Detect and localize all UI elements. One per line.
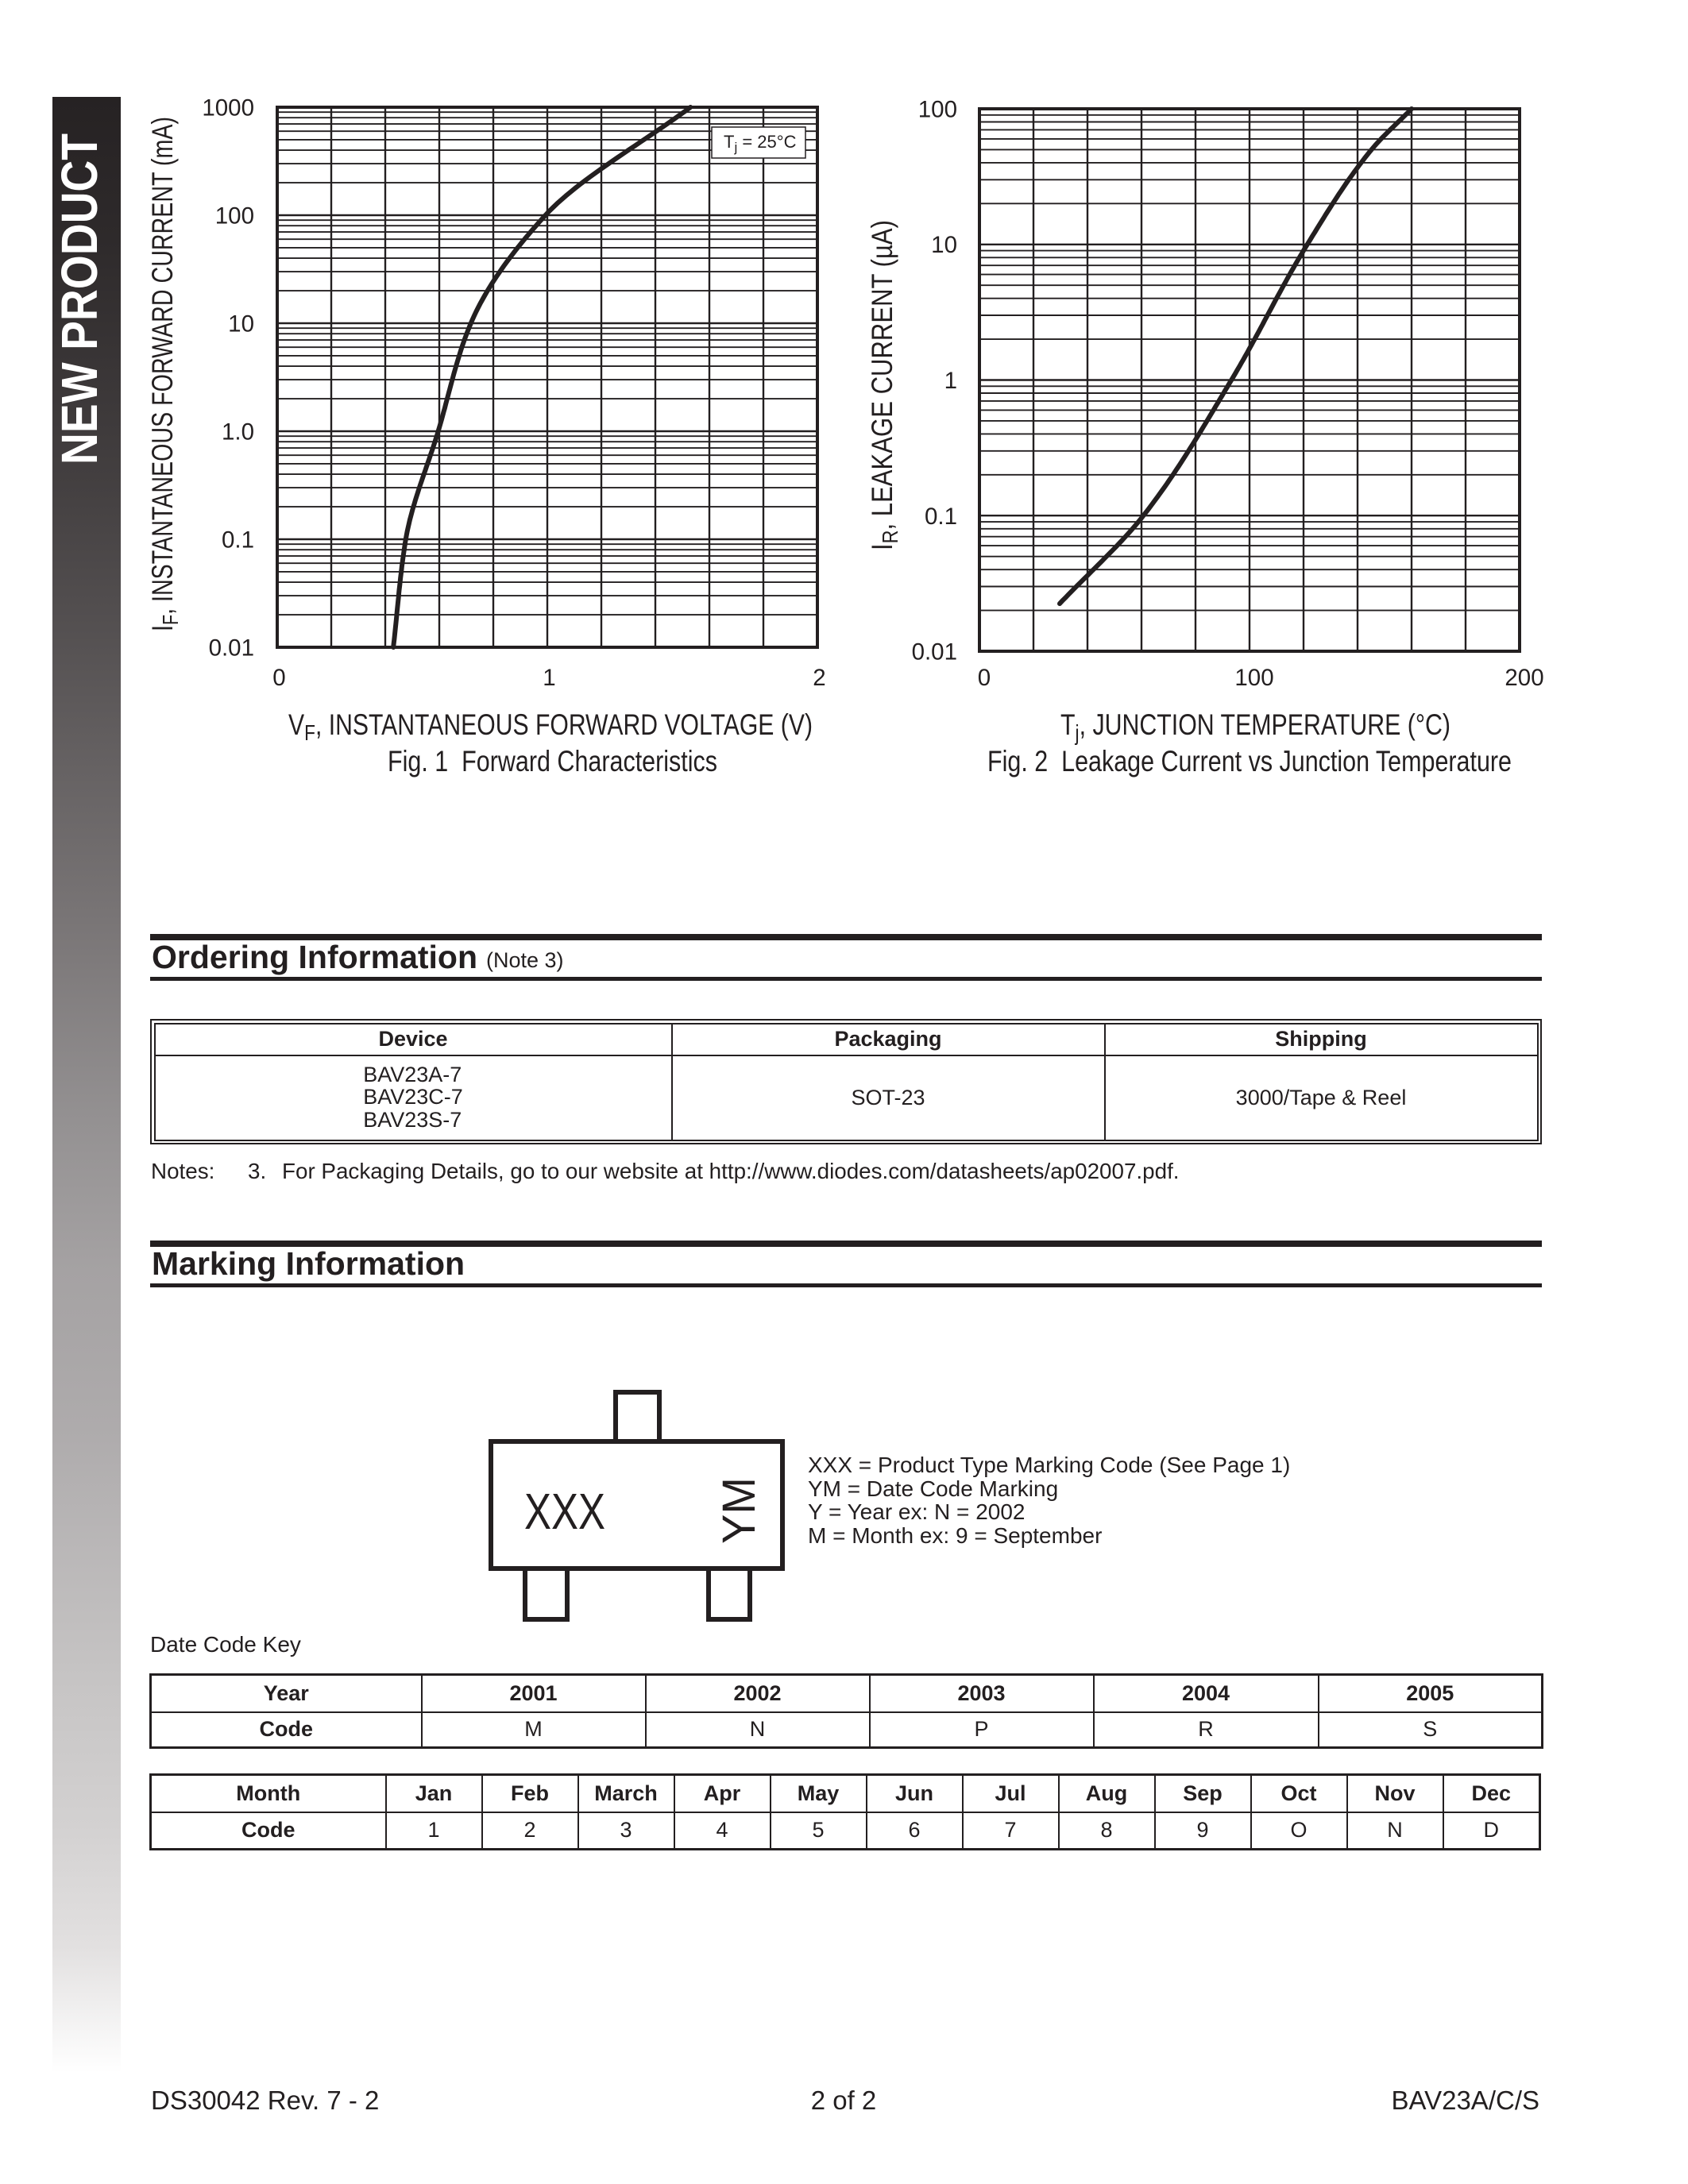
svg-text:XXX: XXX bbox=[524, 1483, 605, 1540]
svg-text:1.0: 1.0 bbox=[222, 419, 254, 446]
svg-text:10: 10 bbox=[931, 232, 957, 258]
svg-text:0.01: 0.01 bbox=[209, 635, 254, 662]
svg-text:100: 100 bbox=[918, 97, 957, 123]
svg-text:100: 100 bbox=[215, 203, 254, 230]
svg-text:200: 200 bbox=[1505, 665, 1543, 691]
svg-text:10: 10 bbox=[228, 311, 254, 338]
svg-text:0.01: 0.01 bbox=[912, 639, 957, 666]
svg-text:Tj, JUNCTION TEMPERATURE (°C): Tj, JUNCTION TEMPERATURE (°C) bbox=[1060, 708, 1450, 745]
svg-text:Tj = 25°C: Tj = 25°C bbox=[724, 132, 797, 155]
svg-text:Fig. 2 Leakage Current vs Jun: Fig. 2 Leakage Current vs Junction Tempe… bbox=[987, 745, 1512, 778]
svg-text:1000: 1000 bbox=[202, 95, 254, 122]
svg-text:0.1: 0.1 bbox=[925, 504, 957, 530]
svg-text:1: 1 bbox=[543, 665, 555, 691]
svg-text:1: 1 bbox=[944, 368, 957, 394]
svg-text:100: 100 bbox=[1234, 665, 1273, 691]
svg-text:0: 0 bbox=[272, 665, 285, 691]
svg-text:IR, LEAKAGE CURRENT (µA): IR, LEAKAGE CURRENT (µA) bbox=[866, 220, 902, 550]
svg-text:VF, INSTANTANEOUS FORWARD VOLT: VF, INSTANTANEOUS FORWARD VOLTAGE (V) bbox=[288, 708, 813, 745]
svg-text:YM: YM bbox=[713, 1477, 765, 1544]
svg-text:Fig. 1 Forward Characteristic: Fig. 1 Forward Characteristics bbox=[388, 745, 717, 778]
svg-text:2: 2 bbox=[813, 665, 825, 691]
svg-text:0.1: 0.1 bbox=[222, 527, 254, 554]
svg-text:NEW PRODUCT: NEW PRODUCT bbox=[51, 133, 108, 465]
svg-text:0: 0 bbox=[978, 665, 991, 691]
svg-text:IF, INSTANTANEOUS FORWARD CURR: IF, INSTANTANEOUS FORWARD CURRENT (mA) bbox=[146, 117, 183, 631]
